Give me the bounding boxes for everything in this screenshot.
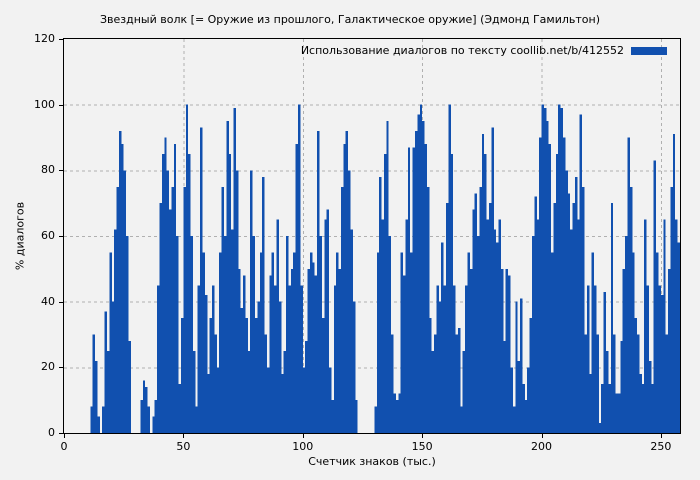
x-tick-label: 150 bbox=[411, 440, 433, 453]
y-tick-label: 40 bbox=[41, 294, 55, 308]
y-tick-mark bbox=[59, 236, 63, 237]
x-tick-mark bbox=[302, 434, 304, 438]
legend-swatch bbox=[631, 46, 667, 55]
x-tick-label: 250 bbox=[650, 440, 672, 453]
y-tick-mark bbox=[59, 301, 63, 303]
x-tick-label: 50 bbox=[176, 440, 191, 453]
plot-area: Использование диалогов по тексту coollib… bbox=[63, 38, 681, 434]
x-tick-mark bbox=[183, 434, 185, 438]
x-tick-label: 0 bbox=[60, 440, 68, 453]
legend-label: Использование диалогов по тексту coollib… bbox=[300, 44, 624, 57]
y-tick-label: 20 bbox=[41, 360, 55, 374]
x-tick-label: 200 bbox=[531, 440, 553, 453]
y-tick-mark bbox=[59, 104, 63, 106]
legend: Использование диалогов по тексту coollib… bbox=[301, 44, 667, 57]
x-tick-mark bbox=[660, 434, 662, 438]
y-tick-label: 60 bbox=[41, 229, 55, 242]
chart-title: Звездный волк [= Оружие из прошлого, Гал… bbox=[99, 13, 600, 26]
y-tick-label: 120 bbox=[34, 32, 55, 45]
y-tick-mark bbox=[59, 39, 63, 40]
x-axis-label: Счетчик знаков (тыс.) bbox=[308, 455, 436, 468]
y-tick-mark bbox=[59, 170, 63, 172]
y-tick-label: 100 bbox=[34, 97, 55, 111]
y-tick-mark bbox=[59, 367, 63, 369]
x-tick-mark bbox=[422, 434, 424, 438]
x-tick-mark bbox=[64, 434, 65, 438]
bars-and-grid-canvas bbox=[64, 39, 680, 433]
y-tick-mark bbox=[59, 433, 63, 434]
x-tick-label: 100 bbox=[292, 440, 314, 453]
x-tick-mark bbox=[541, 434, 543, 438]
y-tick-label: 80 bbox=[41, 163, 55, 177]
y-tick-label: 0 bbox=[48, 426, 55, 439]
